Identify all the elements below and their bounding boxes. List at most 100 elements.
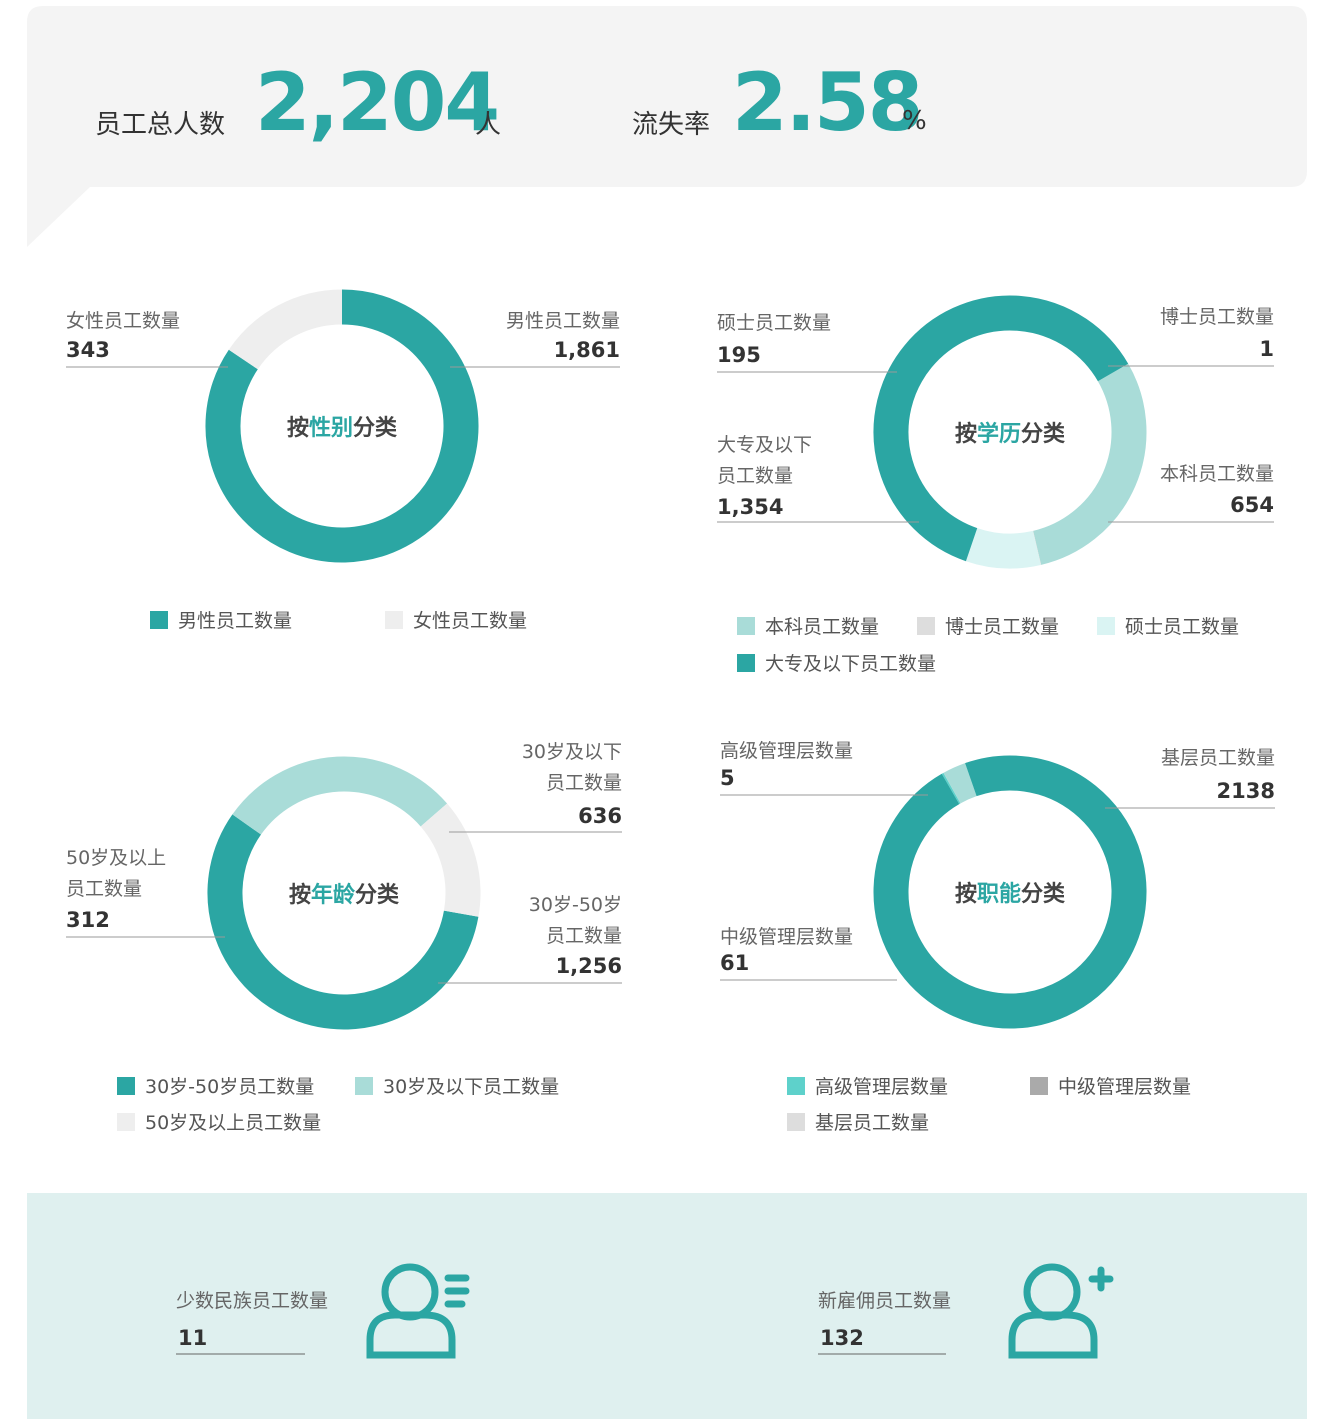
callout-value: 654: [1230, 493, 1274, 517]
legend-item: 大专及以下员工数量: [737, 649, 936, 676]
callout-value: 61: [720, 951, 750, 975]
callout-value: 195: [717, 343, 761, 367]
legend-swatch: [385, 610, 403, 629]
callout-label: 博士员工数量: [1159, 306, 1274, 328]
footer-label: 新雇佣员工数量: [818, 1290, 952, 1312]
legend-text: 30岁及以下员工数量: [383, 1076, 560, 1098]
legend-swatch: [355, 1076, 373, 1095]
title-suffix: 分类: [355, 883, 400, 908]
legend-text: 中级管理层数量: [1058, 1076, 1192, 1098]
callout-label: 高级管理层数量: [720, 740, 854, 762]
legend-swatch: [150, 610, 168, 629]
callout-label: 30岁及以下员工数量: [521, 741, 622, 794]
legend-item: 女性员工数量: [385, 606, 527, 633]
legend-text: 大专及以下员工数量: [765, 653, 937, 675]
title-prefix: 按: [286, 416, 309, 441]
legend-item: 本科员工数量: [737, 612, 879, 639]
legend-text: 30岁-50岁员工数量: [145, 1076, 315, 1098]
callout-value: 2138: [1216, 779, 1275, 803]
donut-segment: [965, 527, 1041, 569]
legend-text: 基层员工数量: [815, 1112, 930, 1134]
legend-swatch: [737, 653, 755, 672]
legend-item: 50岁及以上员工数量: [117, 1108, 321, 1135]
legend-swatch: [787, 1112, 805, 1131]
title-suffix: 分类: [1021, 422, 1066, 447]
person-icon: [366, 1263, 470, 1359]
person-add-icon: [1008, 1263, 1114, 1359]
donut-segment: [207, 814, 479, 1030]
callout-value: 343: [66, 338, 110, 362]
donut-segment: [420, 803, 481, 917]
legend-item: 硕士员工数量: [1097, 612, 1239, 639]
donut-segment: [232, 756, 448, 835]
title-suffix: 分类: [353, 416, 398, 441]
chart-title: 按性别分类: [287, 410, 397, 442]
legend-swatch: [1030, 1076, 1048, 1095]
rate-unit: %: [902, 106, 927, 136]
title-key: 年龄: [310, 883, 356, 908]
legend-text: 女性员工数量: [413, 610, 528, 632]
legend-item: 中级管理层数量: [1030, 1072, 1191, 1099]
donut-segment: [873, 755, 1147, 1029]
legend-text: 男性员工数量: [178, 610, 293, 632]
legend-swatch: [117, 1076, 135, 1095]
callout-value: 636: [578, 804, 622, 828]
legend-item: 高级管理层数量: [787, 1072, 948, 1099]
legend-swatch: [737, 616, 755, 635]
legend-swatch: [917, 616, 935, 635]
donut-segment: [873, 295, 1129, 562]
callout-value: 1,256: [555, 954, 622, 978]
legend-text: 50岁及以上员工数量: [145, 1112, 322, 1134]
footer-value: 11: [178, 1326, 208, 1350]
total-value: 2,204: [255, 56, 500, 149]
callout-label: 大专及以下员工数量: [717, 434, 813, 487]
callout-label: 30岁-50岁员工数量: [528, 894, 622, 947]
callout-value: 312: [66, 908, 110, 932]
chart-title: 按学历分类: [955, 416, 1065, 448]
donut-segment: [943, 763, 977, 804]
callout-label: 男性员工数量: [505, 310, 620, 332]
legend-swatch: [787, 1076, 805, 1095]
footer-label: 少数民族员工数量: [176, 1290, 329, 1312]
legend-item: 博士员工数量: [917, 612, 1059, 639]
title-key: 职能: [976, 882, 1022, 907]
title-prefix: 按: [954, 882, 977, 907]
total-label: 员工总人数: [95, 110, 226, 140]
donut-segment: [1032, 363, 1147, 565]
callout-value: 5: [720, 766, 735, 790]
donut-segment: [228, 289, 343, 370]
footer-value: 132: [820, 1326, 864, 1350]
legend-text: 硕士员工数量: [1125, 616, 1240, 638]
legend-text: 高级管理层数量: [815, 1076, 949, 1098]
title-suffix: 分类: [1021, 882, 1066, 907]
callout-value: 1,354: [717, 495, 784, 519]
legend-text: 本科员工数量: [765, 616, 880, 638]
callout-value: 1: [1259, 337, 1274, 361]
title-key: 学历: [976, 422, 1022, 447]
legend-item: 30岁-50岁员工数量: [117, 1072, 314, 1099]
callout-label: 中级管理层数量: [720, 926, 854, 948]
callout-value: 1,861: [553, 338, 620, 362]
callout-label: 50岁及以上员工数量: [66, 847, 167, 900]
legend-swatch: [1097, 616, 1115, 635]
donut-segment: [941, 772, 961, 805]
title-key: 性别: [308, 416, 354, 441]
legend-swatch: [117, 1112, 135, 1131]
callout-label: 基层员工数量: [1160, 747, 1275, 769]
total-unit: 人: [475, 110, 502, 140]
legend-item: 30岁及以下员工数量: [355, 1072, 559, 1099]
title-prefix: 按: [288, 883, 311, 908]
callout-label: 女性员工数量: [66, 310, 181, 332]
callout-label: 硕士员工数量: [717, 312, 832, 334]
callout-label: 本科员工数量: [1159, 463, 1274, 485]
donut-segment: [205, 289, 479, 563]
chart-title: 按年龄分类: [289, 877, 399, 909]
legend-item: 基层员工数量: [787, 1108, 929, 1135]
title-prefix: 按: [954, 422, 977, 447]
footer-panel: [27, 1193, 1307, 1419]
legend-item: 男性员工数量: [150, 606, 292, 633]
header-panel: [27, 6, 1307, 247]
chart-title: 按职能分类: [955, 876, 1065, 908]
